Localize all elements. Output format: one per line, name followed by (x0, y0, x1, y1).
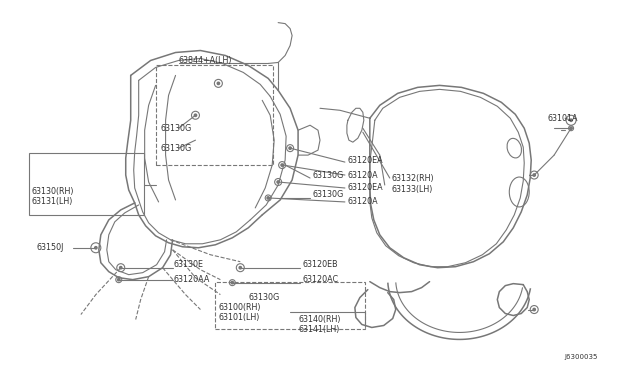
Text: 63131(LH): 63131(LH) (31, 198, 72, 206)
Text: 63120A: 63120A (348, 170, 378, 180)
Bar (29, 153, 143, 215)
Text: 63130G: 63130G (161, 124, 192, 133)
Text: 63132(RH): 63132(RH) (392, 173, 435, 183)
Circle shape (195, 114, 196, 116)
Circle shape (570, 119, 572, 121)
Text: 63130G: 63130G (161, 144, 192, 153)
Circle shape (289, 147, 291, 149)
Text: 63844+A(LH): 63844+A(LH) (179, 56, 232, 65)
Circle shape (239, 266, 241, 269)
Circle shape (281, 164, 284, 166)
Circle shape (533, 308, 536, 311)
Text: 63120AC: 63120AC (302, 275, 338, 284)
Circle shape (267, 197, 269, 199)
Bar (216, 282, 365, 330)
Text: 63120AA: 63120AA (173, 275, 210, 284)
Text: 63100(RH): 63100(RH) (218, 303, 261, 312)
Text: 63140(RH): 63140(RH) (298, 315, 340, 324)
Text: 63141(LH): 63141(LH) (298, 325, 339, 334)
Text: 63130G: 63130G (248, 293, 280, 302)
Text: 63130G: 63130G (312, 170, 343, 180)
Circle shape (570, 127, 572, 129)
Circle shape (533, 174, 536, 176)
Circle shape (118, 279, 120, 281)
Text: 63133(LH): 63133(LH) (392, 186, 433, 195)
Text: 63120EA: 63120EA (348, 183, 383, 192)
Text: 63101(LH): 63101(LH) (218, 313, 260, 322)
Circle shape (231, 282, 234, 284)
Bar (156, 65, 273, 165)
Circle shape (95, 247, 97, 249)
Text: 63130E: 63130E (173, 260, 204, 269)
Circle shape (217, 82, 220, 84)
Circle shape (277, 181, 279, 183)
Text: 63150J: 63150J (36, 243, 63, 252)
Text: 63120EB: 63120EB (302, 260, 338, 269)
Text: 63130(RH): 63130(RH) (31, 187, 74, 196)
Text: 63120EA: 63120EA (348, 155, 383, 164)
Circle shape (120, 266, 122, 269)
Text: 63120A: 63120A (348, 198, 378, 206)
Text: J6300035: J6300035 (564, 355, 598, 360)
Text: 63130G: 63130G (312, 190, 343, 199)
Text: 63101A: 63101A (547, 114, 578, 123)
